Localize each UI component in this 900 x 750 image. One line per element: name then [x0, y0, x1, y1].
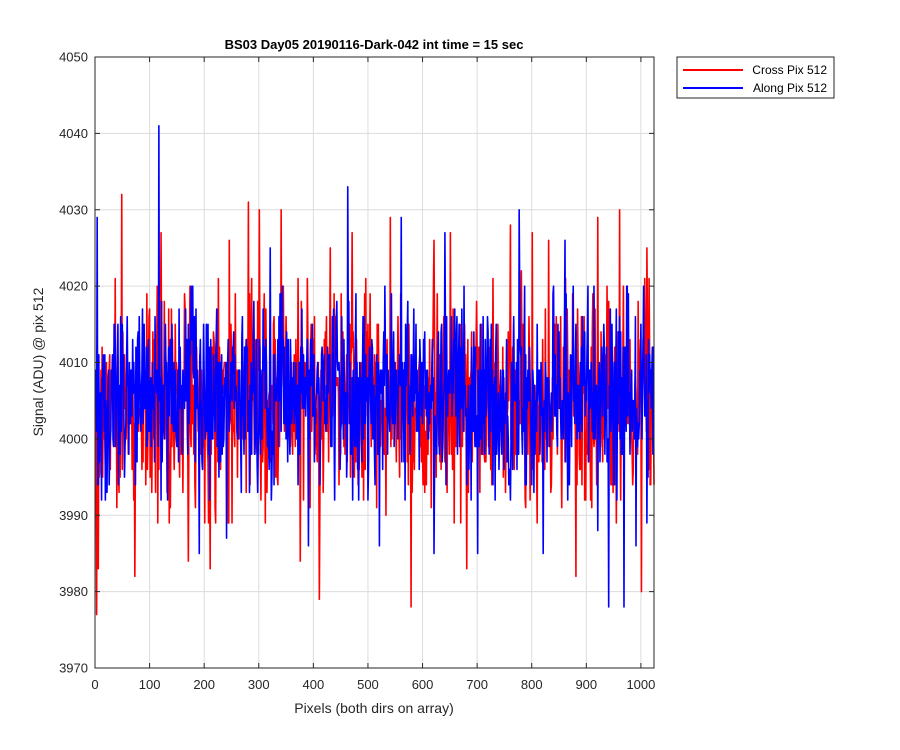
x-tick-label: 400	[303, 677, 325, 692]
y-tick-label: 4010	[59, 355, 88, 370]
x-tick-label: 1000	[626, 677, 655, 692]
x-ticks: 0 100 200 300 400 500 600 700 800 900 1000	[91, 57, 655, 692]
y-tick-label: 3990	[59, 508, 88, 523]
y-tick-label: 4040	[59, 126, 88, 141]
x-tick-label: 600	[412, 677, 434, 692]
legend-label-along: Along Pix 512	[753, 81, 827, 95]
x-tick-label: 900	[575, 677, 597, 692]
y-tick-label: 3980	[59, 584, 88, 599]
x-tick-label: 800	[521, 677, 543, 692]
y-ticks: 3970 3980 3990 4000 4010 4020 4030 4040 4050	[59, 50, 654, 676]
y-tick-label: 4020	[59, 279, 88, 294]
y-tick-label: 3970	[59, 661, 88, 676]
x-axis-label: Pixels (both dirs on array)	[294, 700, 454, 716]
legend: Cross Pix 512 Along Pix 512	[676, 56, 835, 99]
legend-label-cross: Cross Pix 512	[752, 63, 827, 77]
x-tick-label: 0	[91, 677, 98, 692]
y-axis-label: Signal (ADU) @ pix 512	[30, 287, 46, 436]
y-tick-label: 4000	[59, 431, 88, 446]
y-tick-label: 4030	[59, 202, 88, 217]
x-tick-label: 300	[248, 677, 270, 692]
x-tick-label: 100	[139, 677, 161, 692]
legend-box	[676, 56, 835, 99]
series-layer	[94, 124, 655, 616]
x-tick-label: 200	[193, 677, 215, 692]
y-tick-label: 4050	[59, 50, 88, 65]
x-tick-label: 500	[357, 677, 379, 692]
chart-title: BS03 Day05 20190116-Dark-042 int time = …	[225, 37, 524, 52]
series-line-along-pix	[94, 124, 655, 608]
x-tick-label: 700	[466, 677, 488, 692]
